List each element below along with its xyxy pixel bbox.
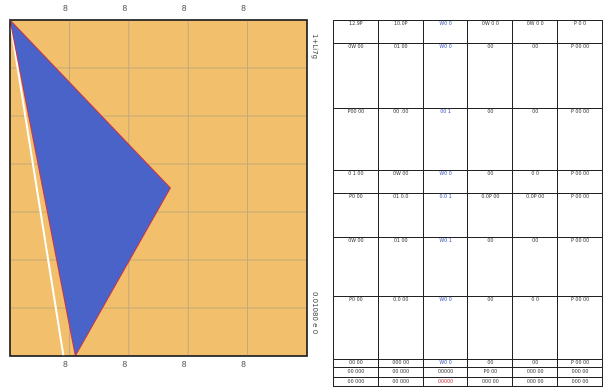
table-cell: 0 0 [512,296,559,360]
table-cell: W0 0 [422,170,469,195]
table-footer-cell: 00 000 [377,376,424,388]
table-footer-cell: 00000 [422,367,469,378]
table-footer-cell: 000 00 [557,367,603,378]
table-cell: 0 0 [512,170,559,195]
table-cell: 0W 0 0 [467,20,514,44]
tick-label-bottom: 8 [122,360,128,369]
table-cell: P 00 00 [557,358,603,369]
table-row: 0W 00 01 00 W0 1 00 00 P 00 00 [333,236,603,298]
table-cell: P 00 00 [557,42,603,109]
table-cell: P 00 00 [557,296,603,360]
table-cell: W0 0 [422,20,469,44]
table-cell: W0 0 [422,42,469,109]
table-row: 00 00 000 00 W0 0 00 00 P 00 00 [333,358,603,369]
table-footer-cell: 00000 [422,376,469,388]
table-cell: 01 00 [377,42,424,109]
chart-panel: 8 8 8 8 8 8 8 8 1+Li7g 0.01080 e 0 [9,4,319,369]
table-footer-cell: 000 00 [512,376,559,388]
table-footer-row: 00 000 00 000 00000 P0 00 000 00 000 00 [333,367,603,378]
table-cell: 0W 00 [377,170,424,195]
plot-frame [9,19,308,357]
side-label-top: 1+Li7g [311,34,319,60]
side-label-bottom: 0.01080 e 0 [311,292,319,335]
tick-label-top: 8 [62,4,68,13]
table-footer-cell: 000 00 [557,376,603,388]
reference-line [9,19,65,357]
table-footer-cell: P0 00 [467,367,514,378]
tick-label-bottom: 8 [241,360,247,369]
table-footer-cell: 000 00 [467,376,514,388]
table-cell: 0W 00 [333,42,379,109]
tick-label-bottom: 8 [62,360,68,369]
table-cell: 00 [467,236,514,298]
tick-label-top: 8 [181,4,187,13]
table-cell: 00 [512,358,559,369]
table-row: P0 00 01 0.0 0.0 1 0.0P 00 0.0P 00 P 00 00 [333,193,603,238]
table-row: 0W 00 01 00 W0 0 00 00 P 00 00 [333,42,603,109]
table-cell: 10.0P [377,20,424,44]
table-cell: 0.0P 00 [467,193,514,238]
data-polygon [9,18,171,358]
table-cell: P 00 00 [557,107,603,172]
table-cell: 00 [467,170,514,195]
table-cell: W0 1 [422,236,469,298]
table-cell: P0 00 [333,193,379,238]
table-cell: 01 00 [377,236,424,298]
table-footer-cell: 00 000 [377,367,424,378]
table-cell: 00 [467,42,514,109]
tick-label-top: 8 [122,4,128,13]
table-cell: P0 00 [333,296,379,360]
table-cell: 0W 0 0 [512,20,559,44]
table-footer-cell: 000 00 [512,367,559,378]
table-cell: 01 0.0 [377,193,424,238]
table-cell: 00 00 [333,358,379,369]
table-cell: 0 1 00 [333,170,379,195]
table-cell: 00 [512,42,559,109]
table-cell: W0 0 [422,358,469,369]
table-cell: 00 [512,107,559,172]
table-cell: 00 .00 [377,107,424,172]
table-cell: P 00 00 [557,170,603,195]
tick-label-top: 8 [241,4,247,13]
table-cell: 00 1 [422,107,469,172]
table-cell: P00 00 [333,107,379,172]
table-cell: 00 [512,236,559,298]
table-cell: P 00 00 [557,193,603,238]
table-cell: P 00 00 [557,236,603,298]
area-chart [9,18,308,358]
table-cell: 00 [467,296,514,360]
table-footer-cell: 00 000 [333,367,379,378]
table-cell: 12.9P [333,20,379,44]
table-cell: P 0 0 [557,20,603,44]
table-footer-row: 00 000 00 000 00000 000 00 000 00 000 00 [333,376,603,388]
table-cell: 00 [467,107,514,172]
table-row: P00 00 00 .00 00 1 00 00 P 00 00 [333,107,603,172]
table-cell: 0.0P 00 [512,193,559,238]
table-cell: 00 [467,358,514,369]
table-cell: W0 0 [422,296,469,360]
table-cell: 0.0 1 [422,193,469,238]
table-cell: 0.0 00 [377,296,424,360]
table-footer-cell: 00 000 [333,376,379,388]
tick-label-bottom: 8 [181,360,187,369]
table-cell: 000 00 [377,358,424,369]
table-cell: 0W 00 [333,236,379,298]
